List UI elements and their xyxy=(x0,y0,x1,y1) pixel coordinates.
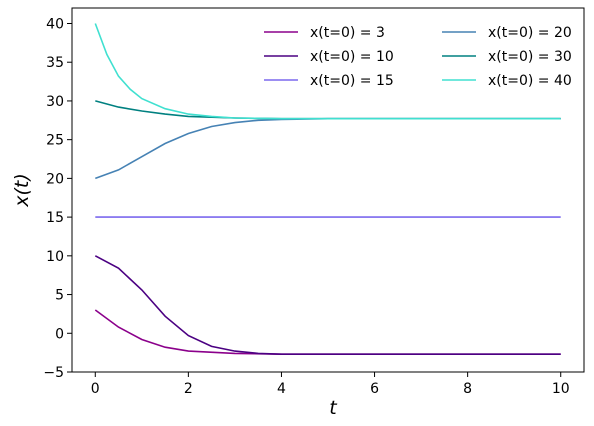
series-line-6 xyxy=(94,23,561,120)
x-tick-label: 2 xyxy=(184,381,193,397)
x-tick-label: 4 xyxy=(277,381,286,397)
y-tick-label: 35 xyxy=(46,55,64,71)
series-layer xyxy=(94,23,561,356)
y-tick-label: 15 xyxy=(46,210,64,226)
legend-label-2: x(t=0) = 10 xyxy=(310,49,394,65)
legend-label-5: x(t=0) = 30 xyxy=(488,49,572,65)
y-tick-label: −5 xyxy=(43,365,64,381)
x-tick-label: 0 xyxy=(91,381,100,397)
legend-label-4: x(t=0) = 20 xyxy=(488,25,572,41)
plot-frame xyxy=(71,7,585,373)
x-axis-label: t xyxy=(329,397,338,419)
y-tick-label: 40 xyxy=(46,16,64,32)
series-line-4 xyxy=(95,117,561,180)
y-tick-label: 20 xyxy=(46,171,64,187)
legend-label-6: x(t=0) = 40 xyxy=(488,73,572,89)
y-axis-label: x(t) xyxy=(11,173,33,208)
legend-label-1: x(t=0) = 3 xyxy=(310,25,385,41)
y-tick-label: 30 xyxy=(46,94,64,110)
series-line-2 xyxy=(94,255,561,356)
legend: x(t=0) = 3 x(t=0) = 10 x(t=0) = 15 x(t=0) =… xyxy=(264,25,572,89)
x-tick-label: 6 xyxy=(370,381,379,397)
legend-label-3: x(t=0) = 15 xyxy=(310,73,394,89)
y-axis: −5 0 5 10 15 20 25 30 35 40 xyxy=(43,16,72,381)
x-tick-label: 8 xyxy=(463,381,472,397)
y-tick-label: 25 xyxy=(46,133,64,149)
y-tick-label: 5 xyxy=(55,288,64,304)
series-line-5 xyxy=(95,100,561,120)
y-tick-label: 0 xyxy=(55,326,64,342)
y-tick-label: 10 xyxy=(46,249,64,265)
x-axis: 0 2 4 6 8 10 xyxy=(91,372,570,397)
x-tick-label: 10 xyxy=(552,381,570,397)
